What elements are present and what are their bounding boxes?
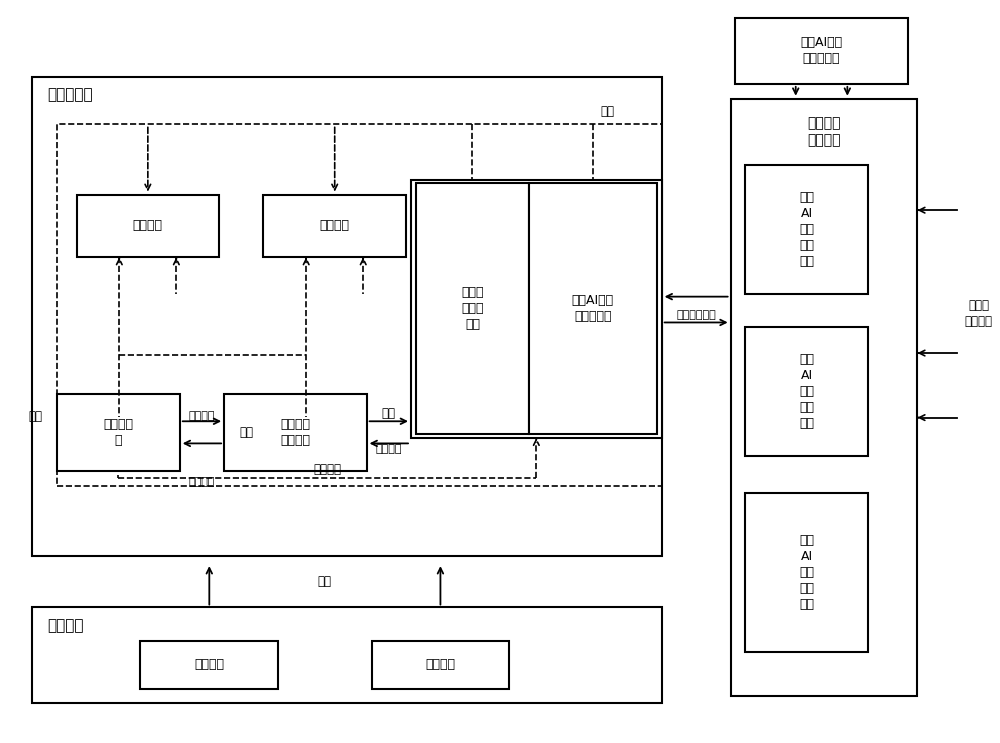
Bar bbox=[745, 493, 868, 652]
Text: 服务请求
方: 服务请求 方 bbox=[103, 418, 133, 447]
Text: 社交AI相关
镜像和容器: 社交AI相关 镜像和容器 bbox=[800, 36, 843, 65]
Bar bbox=[77, 195, 219, 257]
Bar bbox=[32, 608, 662, 704]
Text: 服务展示: 服务展示 bbox=[425, 658, 455, 671]
Text: 具体操作: 具体操作 bbox=[313, 463, 341, 476]
Text: 登录状态: 登录状态 bbox=[376, 444, 402, 453]
Text: 负载压力变化: 负载压力变化 bbox=[676, 310, 716, 320]
Text: 服务节点: 服务节点 bbox=[189, 477, 215, 487]
Bar bbox=[57, 394, 180, 471]
Text: 微博等
社交平台: 微博等 社交平台 bbox=[965, 299, 993, 328]
Text: 注册中心: 注册中心 bbox=[320, 219, 350, 233]
Text: 登录请求: 登录请求 bbox=[189, 411, 215, 421]
Bar bbox=[224, 394, 367, 471]
Bar bbox=[745, 327, 868, 456]
Text: 二级负
载均衡
模块: 二级负 载均衡 模块 bbox=[461, 286, 484, 331]
Bar bbox=[57, 125, 662, 486]
Bar bbox=[416, 184, 529, 434]
Text: 服务管理: 服务管理 bbox=[194, 658, 224, 671]
Text: 注册: 注册 bbox=[601, 105, 615, 117]
Text: 社交AI相关
服务提供方: 社交AI相关 服务提供方 bbox=[572, 294, 614, 323]
Text: 前端界面: 前端界面 bbox=[47, 618, 84, 634]
Bar bbox=[140, 640, 278, 689]
Bar bbox=[411, 180, 662, 438]
Text: 注册: 注册 bbox=[240, 426, 254, 439]
Bar bbox=[372, 640, 509, 689]
Text: 社交
AI
行为
操作
实例: 社交 AI 行为 操作 实例 bbox=[799, 191, 814, 268]
Text: 社交
AI
平台
支撑
实例: 社交 AI 平台 支撑 实例 bbox=[799, 534, 814, 611]
Bar bbox=[731, 99, 917, 696]
Text: 一级负载
均衡模块: 一级负载 均衡模块 bbox=[280, 418, 310, 447]
Text: 请求: 请求 bbox=[318, 575, 332, 588]
Text: 配置中心: 配置中心 bbox=[133, 219, 163, 233]
Bar bbox=[735, 18, 908, 84]
Bar bbox=[745, 165, 868, 294]
Text: 请求: 请求 bbox=[382, 407, 396, 421]
Text: 水平扩展
资源回收: 水平扩展 资源回收 bbox=[807, 116, 841, 147]
Text: 注册: 注册 bbox=[28, 410, 42, 424]
Text: 社交
AI
数据
处理
实例: 社交 AI 数据 处理 实例 bbox=[799, 353, 814, 430]
Bar bbox=[263, 195, 406, 257]
Bar bbox=[529, 184, 657, 434]
Bar bbox=[32, 77, 662, 556]
Text: 微服务核心: 微服务核心 bbox=[47, 88, 93, 103]
